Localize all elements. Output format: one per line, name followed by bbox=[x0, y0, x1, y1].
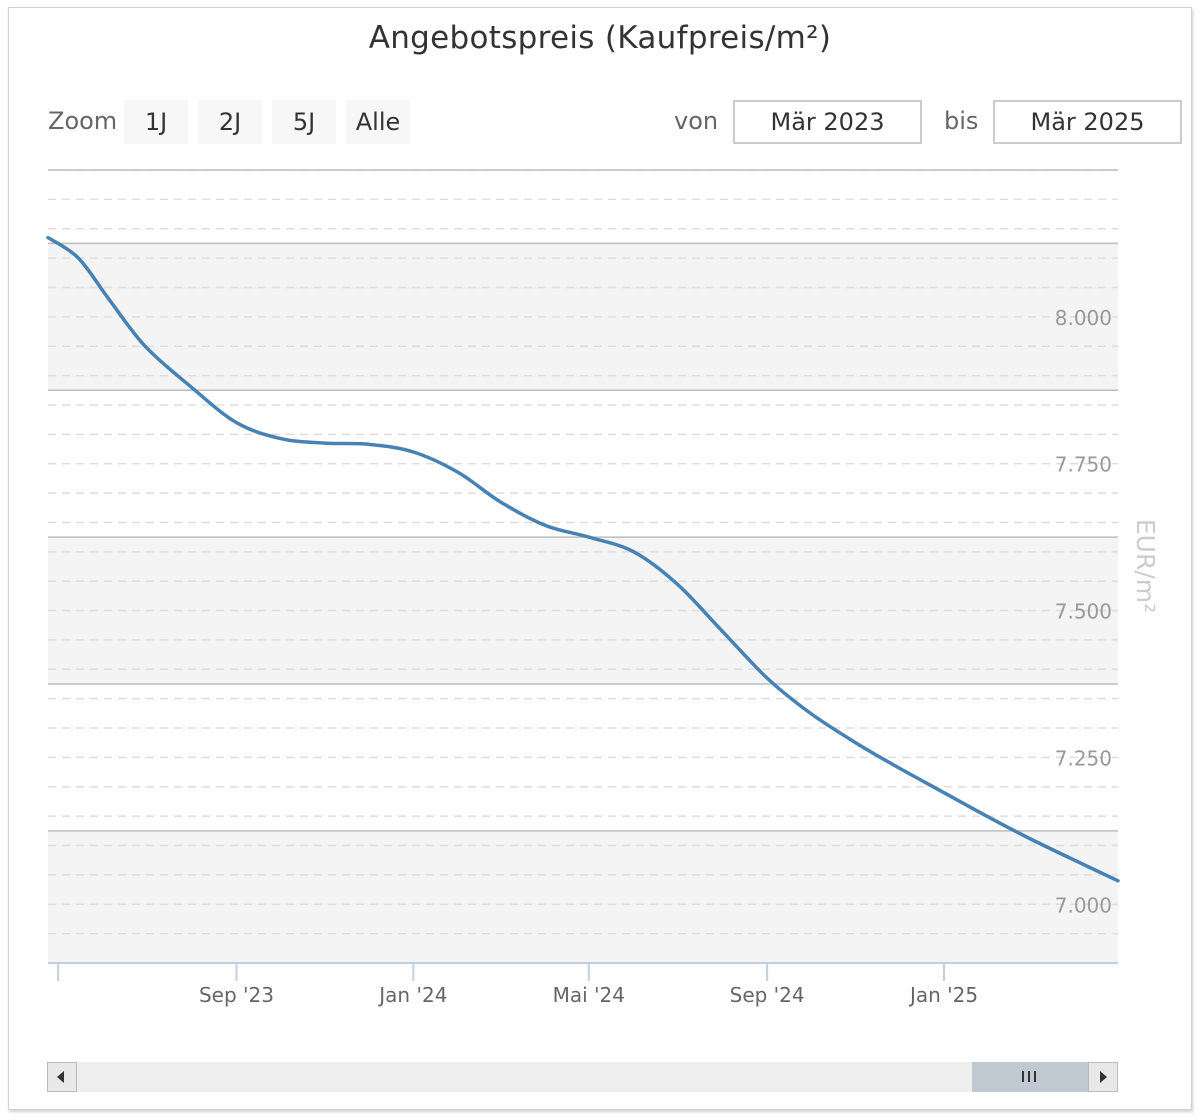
series-line bbox=[46, 235, 1120, 883]
range-to-label: bis bbox=[944, 107, 979, 135]
zoom-label: Zoom bbox=[48, 107, 118, 135]
x-axis: Sep '23 Jan '24 Mai '24 Sep '24 Jan '25 bbox=[48, 962, 1118, 1007]
zoom-5j-button[interactable]: 5J bbox=[272, 100, 336, 144]
navigator-scrollbar[interactable] bbox=[47, 1062, 1118, 1092]
range-from-label: von bbox=[674, 107, 719, 135]
zoom-2j-button[interactable]: 2J bbox=[198, 100, 262, 144]
zoom-all-button[interactable]: Alle bbox=[346, 100, 410, 144]
y-tick-label: 7.250 bbox=[1055, 746, 1112, 770]
x-tick-label: Mai '24 bbox=[553, 983, 625, 1007]
scroll-left-button[interactable] bbox=[47, 1062, 77, 1092]
scroll-right-button[interactable] bbox=[1088, 1062, 1118, 1092]
range-from-input[interactable]: Mär 2023 bbox=[733, 100, 922, 144]
x-tick-label: Jan '25 bbox=[908, 983, 978, 1007]
y-tick-label: 7.000 bbox=[1055, 893, 1112, 917]
zoom-1j-button[interactable]: 1J bbox=[124, 100, 188, 144]
grip-icon bbox=[1022, 1071, 1024, 1082]
arrow-right-icon bbox=[1100, 1071, 1107, 1083]
y-tick-label: 7.750 bbox=[1055, 453, 1112, 477]
plot-band bbox=[48, 830, 1118, 963]
range-to-input[interactable]: Mär 2025 bbox=[993, 100, 1182, 144]
y-axis-labels: 7.000 7.250 7.500 7.750 8.000 bbox=[1055, 306, 1112, 917]
grip-icon bbox=[1034, 1071, 1036, 1082]
y-tick-label: 7.500 bbox=[1055, 600, 1112, 624]
x-tick-label: Jan '24 bbox=[377, 983, 447, 1007]
x-tick-label: Sep '23 bbox=[199, 983, 274, 1007]
chart-title: Angebotspreis (Kaufpreis/m²) bbox=[368, 20, 832, 56]
grip-icon bbox=[1028, 1071, 1030, 1082]
minor-gridlines bbox=[48, 169, 1118, 935]
y-axis-title: EUR/m² bbox=[1131, 519, 1160, 613]
scrollbar-thumb[interactable] bbox=[972, 1062, 1090, 1092]
x-tick-label: Sep '24 bbox=[730, 983, 805, 1007]
plot-bands bbox=[48, 243, 1118, 963]
major-gridlines bbox=[48, 169, 1118, 832]
series-group bbox=[46, 235, 1120, 883]
y-tick-label: 8.000 bbox=[1055, 306, 1112, 330]
arrow-left-icon bbox=[57, 1071, 64, 1083]
